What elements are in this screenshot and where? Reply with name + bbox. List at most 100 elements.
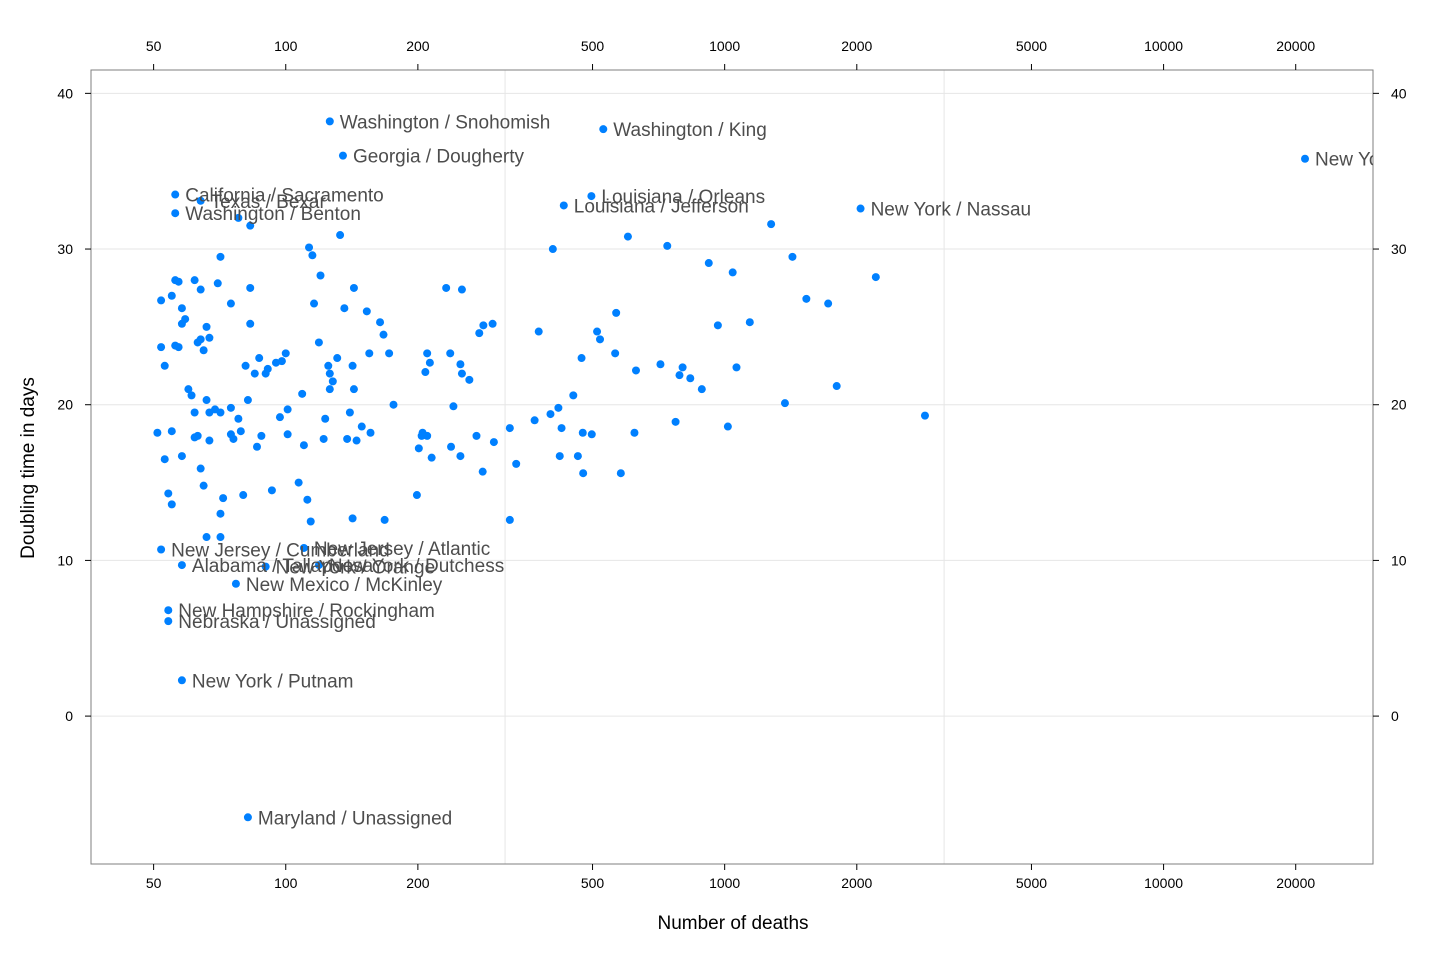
data-point bbox=[246, 221, 255, 230]
y-tick-label-left: 20 bbox=[57, 397, 73, 413]
data-point bbox=[243, 396, 252, 405]
data-point bbox=[767, 220, 776, 229]
data-point-labeled bbox=[196, 196, 205, 205]
data-point bbox=[623, 232, 632, 241]
data-point bbox=[213, 279, 222, 288]
data-point bbox=[310, 299, 319, 308]
data-point bbox=[489, 438, 498, 447]
data-point bbox=[234, 213, 243, 222]
data-point bbox=[196, 335, 205, 344]
point-label: Georgia / Dougherty bbox=[353, 147, 525, 168]
data-point bbox=[593, 327, 602, 336]
data-point bbox=[656, 360, 665, 369]
data-point bbox=[349, 385, 358, 394]
data-point bbox=[412, 491, 421, 500]
data-point bbox=[417, 431, 426, 440]
grid-layer bbox=[91, 70, 1373, 864]
data-point bbox=[239, 491, 248, 500]
data-point bbox=[366, 428, 375, 437]
data-point bbox=[160, 361, 169, 370]
data-point bbox=[472, 431, 481, 440]
data-point bbox=[205, 436, 214, 445]
y-tick-label-right: 0 bbox=[1391, 708, 1399, 724]
data-point bbox=[352, 436, 361, 445]
x-tick-label-top: 1000 bbox=[709, 38, 740, 54]
data-point bbox=[275, 413, 284, 422]
data-point bbox=[449, 402, 458, 411]
data-point bbox=[569, 391, 578, 400]
data-point bbox=[202, 396, 211, 405]
data-point bbox=[587, 430, 596, 439]
ticks-layer: 5050100100200200500500100010002000200050… bbox=[57, 38, 1406, 891]
data-point bbox=[281, 349, 290, 358]
data-point bbox=[414, 444, 423, 453]
point-label: New York / Dutchess bbox=[329, 556, 504, 577]
data-point bbox=[216, 509, 225, 518]
data-point bbox=[573, 452, 582, 461]
data-point bbox=[267, 486, 276, 495]
y-tick-label-left: 10 bbox=[57, 552, 73, 568]
data-point bbox=[871, 273, 880, 282]
data-point bbox=[389, 400, 398, 409]
data-point bbox=[216, 408, 225, 417]
x-tick-label-top: 10000 bbox=[1144, 38, 1183, 54]
point-label: Louisiana / Jefferson bbox=[574, 196, 749, 217]
data-point bbox=[319, 434, 328, 443]
data-point bbox=[442, 283, 451, 292]
data-point bbox=[548, 245, 557, 254]
data-point-labeled bbox=[177, 676, 186, 685]
data-point bbox=[263, 364, 272, 373]
data-point bbox=[190, 276, 199, 285]
data-point bbox=[579, 469, 588, 478]
data-point bbox=[457, 369, 466, 378]
point-label: Nebraska / Unassigned bbox=[178, 612, 375, 633]
point-label: New Jersey / Atlantic bbox=[314, 539, 490, 560]
data-point bbox=[675, 371, 684, 380]
x-tick-label-top: 200 bbox=[406, 38, 430, 54]
y-axis-title: Doubling time in days bbox=[18, 377, 39, 559]
plot-frame bbox=[90, 69, 1374, 865]
data-point bbox=[187, 391, 196, 400]
data-point-labeled bbox=[299, 543, 308, 552]
y-tick-label-left: 30 bbox=[57, 241, 73, 257]
data-point bbox=[216, 252, 225, 261]
data-point bbox=[447, 442, 456, 451]
point-label: Maryland / Unassigned bbox=[258, 808, 452, 829]
x-tick-label-top: 100 bbox=[274, 38, 298, 54]
data-point bbox=[340, 304, 349, 313]
data-point-labeled bbox=[171, 209, 180, 218]
data-point bbox=[488, 319, 497, 328]
data-point bbox=[362, 307, 371, 316]
data-point bbox=[193, 431, 202, 440]
data-point bbox=[348, 361, 357, 370]
data-point bbox=[196, 285, 205, 294]
data-point bbox=[164, 489, 173, 498]
data-point-labeled bbox=[587, 192, 596, 201]
data-point bbox=[611, 349, 620, 358]
data-point bbox=[379, 330, 388, 339]
data-point bbox=[534, 327, 543, 336]
data-point bbox=[216, 533, 225, 542]
data-point-labeled bbox=[164, 617, 173, 626]
data-point bbox=[425, 358, 434, 367]
data-point bbox=[663, 241, 672, 250]
data-point bbox=[512, 459, 521, 468]
x-tick-label-bottom: 5000 bbox=[1016, 875, 1047, 891]
x-axis-title: Number of deaths bbox=[657, 913, 808, 934]
data-point bbox=[184, 385, 193, 394]
data-point bbox=[423, 431, 432, 440]
point-label: Louisiana / Orleans bbox=[601, 187, 765, 208]
data-point-labeled bbox=[164, 606, 173, 615]
data-point bbox=[325, 385, 334, 394]
data-point bbox=[577, 354, 586, 363]
data-point bbox=[596, 335, 605, 344]
data-point bbox=[294, 478, 303, 487]
data-point bbox=[226, 299, 235, 308]
data-point bbox=[802, 294, 811, 303]
x-tick-label-bottom: 10000 bbox=[1144, 875, 1183, 891]
data-point bbox=[298, 389, 307, 398]
data-point bbox=[678, 363, 687, 372]
data-point bbox=[423, 349, 432, 358]
data-point bbox=[316, 271, 325, 280]
